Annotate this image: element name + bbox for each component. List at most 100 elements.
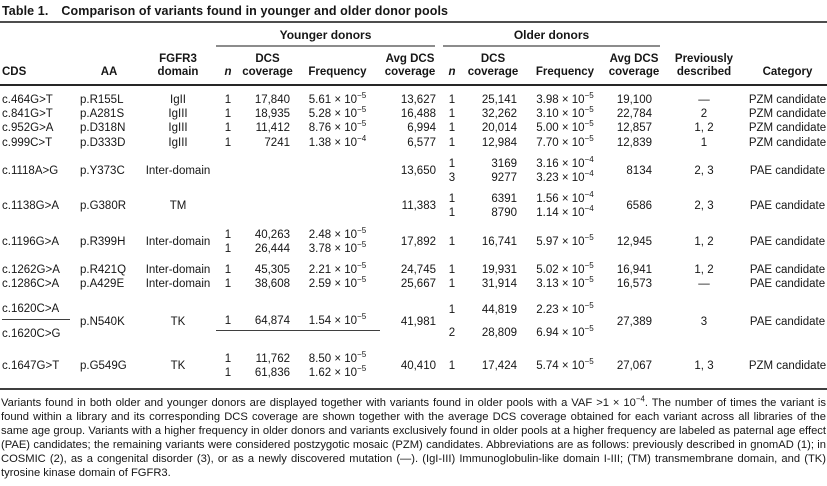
avg-dcs-older-cell: 16,941 — [616, 264, 652, 277]
dcs-coverage-value: 28,809 — [481, 326, 517, 339]
frequency-value: 5.61 × 10−5 — [308, 91, 367, 106]
data-line: 1 25,141 3.98 × 10−5 — [440, 91, 608, 107]
avg-dcs-younger-cell: 25,667 — [400, 278, 436, 291]
dcs-coverage-value: 12,984 — [481, 136, 517, 149]
frequency-value: 5.00 × 10−5 — [536, 119, 594, 135]
data-line: 1 11,762 8.50 × 10−5 — [216, 350, 380, 366]
cds-cell: c.1286C>A — [0, 277, 78, 291]
dcs-coverage-value: 31,914 — [481, 278, 517, 291]
previously-described-cell: 1 — [700, 136, 708, 149]
frequency-value: 3.23 × 10−4 — [536, 169, 594, 185]
exponent: −5 — [584, 323, 594, 333]
dcs-coverage-value: 6391 — [491, 193, 517, 206]
category-cell: PZM candidate — [748, 359, 827, 372]
dcs-coverage-value: 17,424 — [481, 359, 517, 372]
dcs-coverage-value: 3169 — [491, 157, 517, 170]
cds-value: c.841G>T — [2, 108, 53, 121]
aa-cell: p.D318N — [80, 122, 126, 135]
exponent: −5 — [584, 275, 594, 285]
dcs-coverage-value: 19,931 — [481, 264, 517, 277]
frequency-younger-column-header: Frequency — [308, 65, 367, 78]
avg-dcs-older-cell: 12,945 — [616, 235, 652, 248]
cds-cell: c.952G>A — [0, 121, 78, 135]
cds-value: c.1620C>A — [2, 298, 70, 320]
data-line: 1 8790 1.14 × 10−4 — [440, 204, 608, 220]
data-line: 1 26,444 3.78 × 10−5 — [216, 240, 380, 256]
n-value: 1 — [448, 304, 456, 317]
exponent: −5 — [357, 261, 367, 271]
cds-value: c.1262G>A — [2, 264, 60, 277]
dcs-coverage-value: 40,263 — [254, 228, 290, 241]
avg-dcs-younger-cell: 16,488 — [400, 108, 436, 121]
category-cell: PAE candidate — [749, 264, 826, 277]
table-caption: Comparison of variants found in younger … — [61, 4, 449, 18]
domain-cell: TK — [170, 359, 186, 372]
frequency-value: 3.78 × 10−5 — [308, 240, 367, 255]
previously-described-cell: — — [698, 94, 710, 106]
table-number-label: Table 1. — [2, 4, 49, 18]
n-value: 1 — [448, 122, 456, 135]
dcs-coverage-value: 44,819 — [481, 304, 517, 317]
table-row: c.1620C>A c.1620C>G p.N540K TK 1 64,874 1.54 ×… — [0, 298, 827, 344]
cds-value: c.1620C>G — [2, 327, 61, 340]
frequency-value: 1.56 × 10−4 — [536, 190, 594, 206]
cds-cell: c.1118A>G — [0, 164, 78, 178]
dcs-coverage-value: 25,141 — [481, 94, 517, 106]
n-value: 1 — [448, 359, 456, 372]
table-row: c.1196G>A p.R399H Inter-domain 1 40,263 2.48 … — [0, 225, 827, 256]
exponent: −5 — [357, 240, 367, 249]
dcs-coverage-value: 7241 — [264, 136, 290, 149]
exponent: −5 — [584, 91, 594, 101]
aa-cell: p.A281S — [80, 108, 125, 121]
older-donors-data-group: 1 12,984 7.70 × 10−5 — [440, 134, 608, 150]
category-cell: PZM candidate — [748, 136, 827, 149]
data-line: 2 28,809 6.94 × 10−5 — [440, 322, 608, 344]
aa-cell: p.G549G — [80, 359, 127, 372]
category-cell: PAE candidate — [749, 164, 826, 177]
younger-donors-data-group: 1 7241 1.38 × 10−4 — [216, 134, 380, 150]
cds-value: c.1196G>A — [2, 235, 60, 248]
n-value: 1 — [224, 122, 232, 135]
frequency-value: 8.50 × 10−5 — [308, 350, 367, 365]
older-donors-data-group: 1 6391 1.56 × 10−4 1 8790 1.14 × 10−4 — [440, 190, 608, 220]
category-cell: PZM candidate — [748, 108, 827, 121]
exponent: −5 — [357, 364, 367, 374]
dcs-coverage-younger-column-header: DCS coverage — [242, 53, 293, 78]
previously-described-cell: 2, 3 — [694, 164, 714, 177]
avg-dcs-younger-cell: 24,745 — [400, 264, 436, 277]
cds-value: c.1286C>A — [2, 278, 60, 291]
cds-value: c.952G>A — [2, 122, 54, 135]
cds-cell: c.1196G>A — [0, 235, 78, 249]
avg-dcs-older-cell: 12,857 — [616, 122, 652, 135]
table-body: c.464G>T p.R155L IgII 1 17,840 5.61 × 10−5 13,… — [0, 86, 827, 388]
aa-cell: p.A429E — [80, 278, 125, 291]
younger-donors-data-group: 1 40,263 2.48 × 10−5 1 26,444 3.78 × 10−5 — [216, 225, 380, 256]
older-donors-data-group: 1 3169 3.16 × 10−4 3 9277 3.23 × 10−4 — [440, 155, 608, 185]
data-line: 1 38,608 2.59 × 10−5 — [216, 276, 380, 291]
data-line: 1 17,424 5.74 × 10−5 — [440, 358, 608, 373]
exponent: −4 — [584, 169, 594, 179]
aa-cell: p.D333D — [80, 136, 126, 149]
avg-dcs-younger-cell: 13,627 — [400, 94, 436, 106]
previously-described-column-header: Previously described — [674, 53, 734, 78]
data-line: 1 16,741 5.97 × 10−5 — [440, 232, 608, 249]
table-row: c.999C>T p.D333D IgIII 1 7241 1.38 × 10−4 6,57… — [0, 134, 827, 150]
avg-dcs-older-cell: 16,573 — [616, 278, 652, 291]
exponent: −4 — [584, 204, 594, 214]
n-value: 1 — [224, 228, 232, 241]
exponent: −5 — [584, 232, 594, 242]
exponent: −5 — [357, 311, 367, 321]
avg-dcs-younger-cell: 17,892 — [400, 235, 436, 248]
data-line: 1 45,305 2.21 × 10−5 — [216, 261, 380, 277]
frequency-value: 8.76 × 10−5 — [308, 119, 367, 135]
dcs-coverage-value: 11,412 — [255, 122, 290, 135]
dcs-coverage-value: 64,874 — [254, 314, 290, 327]
exponent: −5 — [357, 350, 367, 360]
frequency-value: 5.28 × 10−5 — [308, 105, 367, 121]
data-line: 1 18,935 5.28 × 10−5 — [216, 105, 380, 121]
cds-cell: c.1620C>A c.1620C>G — [0, 298, 78, 344]
previously-described-cell: 1, 2 — [694, 235, 714, 248]
table-row: c.841G>T p.A281S IgIII 1 18,935 5.28 × 10−5 16… — [0, 105, 827, 121]
frequency-value: 2.48 × 10−5 — [308, 225, 367, 241]
table-row: c.952G>A p.D318N IgIII 1 11,412 8.76 × 10−5 6,… — [0, 119, 827, 135]
